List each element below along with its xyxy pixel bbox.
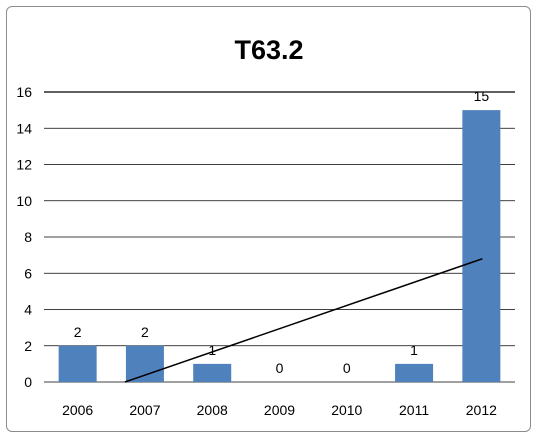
x-tick-label: 2009 [264, 402, 295, 418]
bar-2012 [462, 110, 501, 382]
y-tick-label: 4 [24, 302, 32, 318]
data-label: 1 [208, 342, 216, 358]
bar-2011 [395, 363, 434, 382]
x-tick-label: 2010 [331, 402, 362, 418]
data-label: 2 [141, 324, 149, 340]
bar-2006 [58, 345, 97, 382]
x-tick-label: 2006 [62, 402, 93, 418]
x-tick-label: 2007 [129, 402, 160, 418]
y-tick-label: 6 [24, 265, 32, 281]
x-tick-label: 2011 [399, 402, 429, 418]
y-tick-label: 12 [16, 157, 32, 173]
x-tick-label: 2012 [466, 402, 497, 418]
trendline [124, 258, 483, 383]
bar-2008 [193, 363, 232, 382]
y-tick-label: 8 [24, 229, 32, 245]
data-label: 1 [410, 342, 418, 358]
bar-2007 [125, 345, 164, 382]
y-tick-label: 16 [16, 84, 32, 100]
chart-title: T63.2 [234, 35, 303, 65]
y-tick-label: 0 [24, 374, 32, 390]
data-label: 15 [474, 88, 490, 104]
data-label: 2 [74, 324, 82, 340]
x-tick-label: 2008 [197, 402, 228, 418]
data-label: 0 [276, 360, 284, 376]
y-tick-label: 14 [16, 120, 32, 136]
data-label: 0 [343, 360, 351, 376]
y-tick-label: 2 [24, 338, 32, 354]
y-tick-label: 10 [16, 193, 32, 209]
